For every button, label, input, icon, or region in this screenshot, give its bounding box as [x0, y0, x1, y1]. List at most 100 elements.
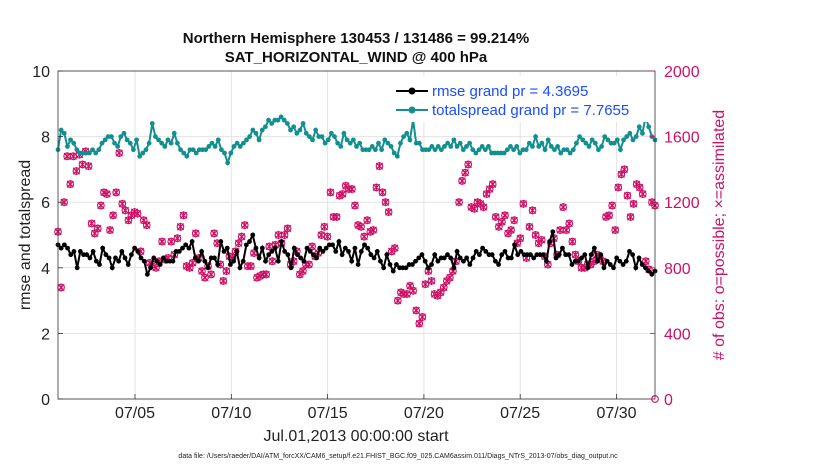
rmse-point — [186, 245, 192, 251]
obs-marker — [384, 208, 393, 217]
obs-marker — [188, 258, 197, 267]
legend-rmse-label: rmse grand pr = 4.3695 — [432, 83, 588, 100]
rmse-point — [116, 258, 122, 264]
spread-point — [99, 140, 105, 146]
rmse-point — [633, 265, 639, 271]
rmse-point — [489, 252, 495, 258]
obs-marker — [142, 221, 151, 230]
obs-marker — [372, 183, 381, 192]
rmse-point — [630, 252, 636, 258]
spread-point — [325, 137, 331, 143]
spread-point — [379, 147, 385, 153]
obs-marker — [507, 226, 515, 235]
obs-marker — [427, 276, 436, 285]
obs-marker — [210, 229, 218, 238]
rmse-point — [588, 252, 594, 258]
obs-marker — [323, 232, 332, 241]
obs-marker — [320, 222, 329, 231]
spread-point — [567, 150, 573, 156]
spread-point — [281, 117, 287, 123]
spread-point — [624, 134, 630, 140]
rmse-point — [93, 258, 99, 264]
spread-point — [470, 147, 476, 153]
rmse-point — [144, 271, 150, 277]
rmse-point — [445, 252, 450, 258]
obs-marker — [308, 242, 316, 251]
spread-point — [454, 144, 460, 149]
spread-point — [228, 150, 234, 156]
spread-point — [118, 134, 124, 140]
rmse-point — [157, 262, 163, 267]
rmse-point — [623, 258, 629, 264]
spread-point — [640, 130, 645, 136]
x-ticks: 07/05 07/10 07/15 07/20 07/25 07/30 — [115, 394, 637, 422]
legend-box — [392, 76, 652, 122]
rmse-point — [591, 245, 597, 251]
spread-point — [385, 140, 391, 146]
rmse-point — [339, 252, 345, 258]
rmse-point — [569, 262, 575, 267]
obs-marker — [381, 198, 390, 207]
rmse-point — [550, 229, 556, 235]
data-file-footnote: data file: /Users/raeder/DAI/ATM_forcXX/… — [178, 453, 618, 460]
obs-marker — [351, 201, 359, 210]
obs-marker — [620, 165, 629, 174]
rmse-point — [279, 239, 284, 244]
obs-marker — [176, 222, 185, 231]
obs-marker — [167, 237, 176, 246]
spread-point — [382, 137, 388, 143]
rmse-point — [301, 258, 307, 264]
spread-point — [555, 144, 560, 149]
rmse-point — [352, 245, 358, 251]
spread-point — [445, 140, 451, 146]
obs-marker — [106, 226, 114, 235]
rmse-point — [556, 252, 562, 258]
rmse-point — [575, 258, 581, 264]
rmse-point — [378, 258, 383, 264]
spread-point — [464, 144, 469, 149]
spread-point — [580, 137, 586, 143]
rmse-point — [540, 252, 546, 258]
spread-point — [140, 150, 146, 156]
spread-point — [589, 137, 595, 143]
rmse-point — [288, 265, 294, 271]
rmse-point — [416, 255, 422, 261]
spread-point — [486, 144, 491, 149]
obs-marker — [179, 211, 188, 220]
rmse-point — [183, 242, 189, 248]
spread-point — [347, 140, 353, 146]
rmse-point — [97, 262, 102, 267]
rmse-point — [311, 252, 316, 258]
spread-point — [630, 137, 636, 143]
rmse-point — [266, 252, 272, 258]
spread-point — [278, 114, 284, 120]
rmse-point — [435, 258, 441, 264]
obs-marker — [510, 216, 519, 225]
rmse-point — [330, 242, 335, 248]
obs-marker — [501, 211, 509, 220]
rmse-point — [237, 265, 243, 271]
rmse-point — [441, 255, 447, 261]
spread-point — [131, 147, 136, 153]
obs-marker — [409, 286, 417, 295]
y-right-tick-label: 400 — [664, 326, 691, 343]
spread-point — [153, 134, 158, 140]
spread-point — [369, 144, 375, 149]
obs-marker — [121, 206, 130, 215]
obs-marker — [393, 296, 402, 305]
spread-point — [517, 150, 523, 156]
spread-point — [570, 147, 576, 153]
spread-point — [253, 130, 259, 136]
spread-point — [442, 144, 447, 149]
spread-point — [636, 124, 642, 130]
rmse-point — [291, 245, 297, 251]
rmse-point — [176, 249, 182, 254]
rmse-point — [298, 255, 304, 261]
obs-marker — [562, 226, 571, 235]
rmse-point — [470, 255, 476, 261]
rmse-point — [461, 258, 466, 264]
rmse-point — [253, 245, 259, 251]
legend-rmse-marker — [408, 87, 416, 95]
rmse-point — [419, 252, 425, 258]
rmse-point — [611, 265, 616, 271]
